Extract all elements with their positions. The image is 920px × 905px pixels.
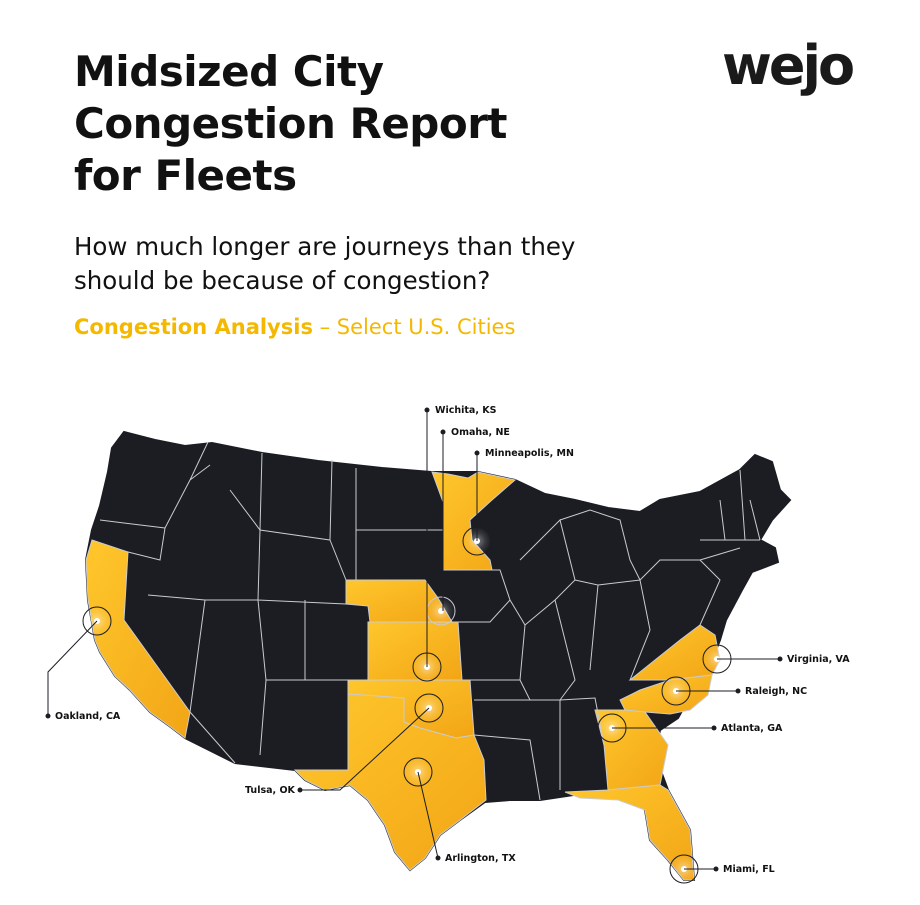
city-markers — [82, 526, 732, 884]
city-label-atlanta: Atlanta, GA — [721, 723, 783, 734]
title-line: Congestion Report — [74, 99, 508, 148]
title-line: Midsized City — [74, 47, 384, 96]
city-label-arlington: Arlington, TX — [445, 853, 516, 864]
title-line: for Fleets — [74, 151, 297, 200]
city-labels: Wichita, KS Omaha, NE Minneapolis, MN Oa… — [55, 405, 850, 875]
subtitle-line: How much longer are journeys than they — [74, 232, 576, 261]
wejo-logo: wejo — [722, 34, 855, 97]
city-label-virginia: Virginia, VA — [787, 654, 850, 665]
subtitle-line: should be because of congestion? — [74, 266, 491, 295]
section-highlight: Congestion Analysis — [74, 315, 313, 339]
omaha-marker — [426, 596, 456, 626]
page-title: Midsized City Congestion Report for Flee… — [74, 46, 634, 202]
city-label-miami: Miami, FL — [723, 864, 775, 875]
city-label-minneapolis: Minneapolis, MN — [485, 448, 574, 459]
california-state — [85, 539, 191, 739]
section-rest: – Select U.S. Cities — [312, 315, 516, 339]
texas-state — [293, 693, 487, 871]
subtitle: How much longer are journeys than they s… — [74, 230, 674, 298]
city-label-raleigh: Raleigh, NC — [745, 686, 807, 697]
city-label-omaha: Omaha, NE — [451, 427, 510, 438]
leader-dots — [45, 407, 783, 872]
city-label-wichita: Wichita, KS — [435, 405, 497, 416]
section-heading: Congestion Analysis – Select U.S. Cities — [74, 315, 515, 339]
city-label-tulsa: Tulsa, OK — [245, 785, 296, 796]
us-map: Wichita, KS Omaha, NE Minneapolis, MN Oa… — [45, 405, 850, 884]
city-label-oakland: Oakland, CA — [55, 711, 121, 722]
leader-lines — [47, 410, 780, 870]
